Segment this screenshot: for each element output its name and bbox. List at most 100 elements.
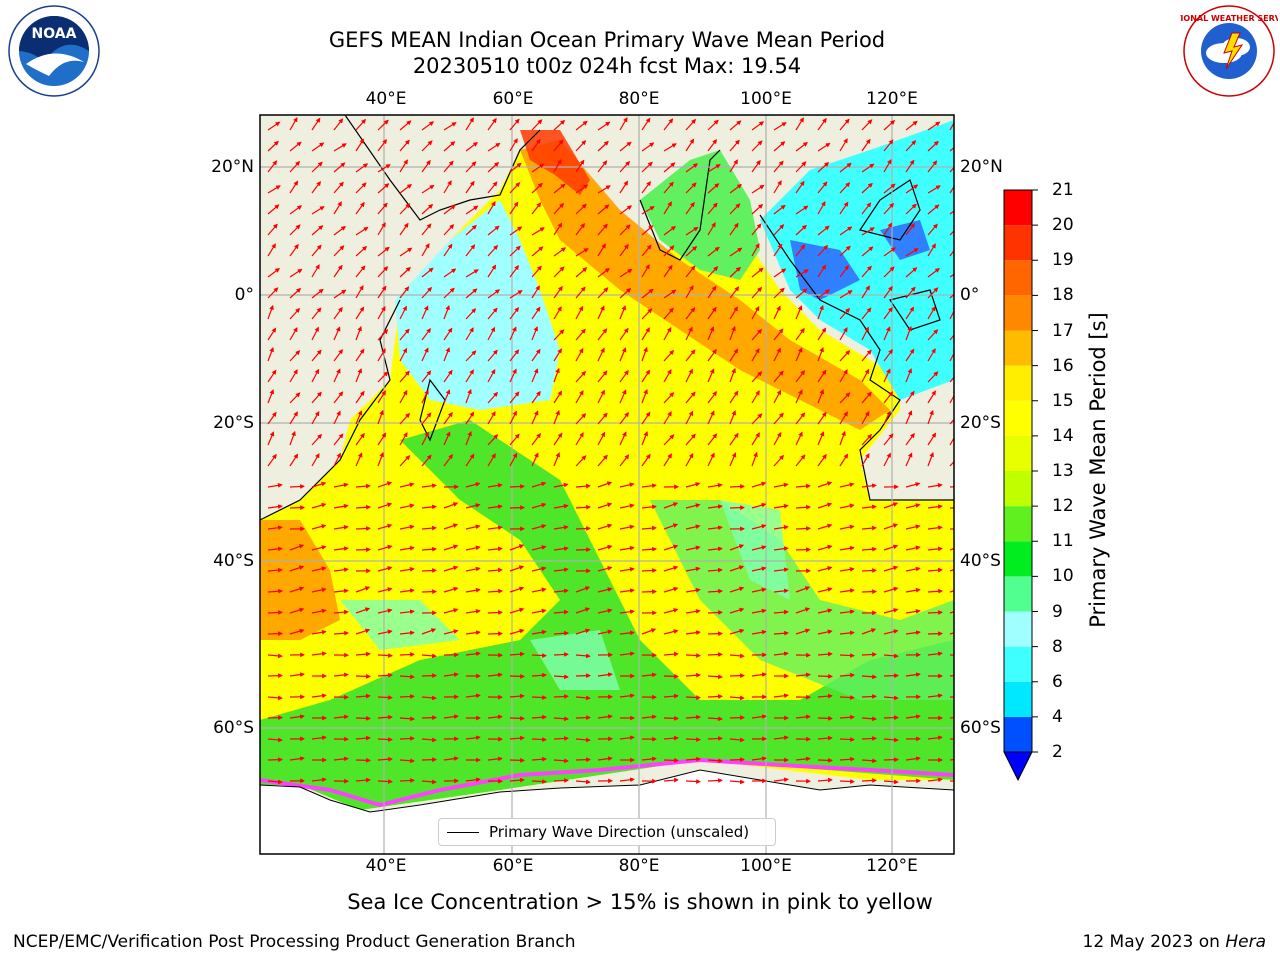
wave-arrow — [817, 304, 824, 320]
wave-arrow — [597, 268, 610, 278]
wave-arrow — [575, 347, 584, 362]
wave-arrow — [377, 371, 389, 383]
wave-arrow — [905, 609, 921, 614]
wave-arrow — [685, 265, 696, 278]
wave-arrow — [333, 714, 349, 720]
wave-arrow — [553, 159, 562, 173]
wave-arrow — [377, 164, 391, 173]
wave-arrow — [729, 159, 738, 173]
wave-arrow — [619, 524, 635, 530]
wave-arrow — [795, 628, 811, 635]
wave-arrow — [795, 756, 811, 762]
colorbar-segment — [1004, 330, 1032, 366]
wave-arrow — [795, 161, 807, 173]
wave-arrow — [861, 182, 873, 194]
wave-arrow — [883, 737, 899, 743]
wave-arrow — [861, 652, 877, 657]
wave-arrow — [883, 695, 899, 701]
wave-arrow — [487, 504, 503, 509]
wave-arrow — [685, 410, 694, 425]
wave-arrow — [817, 369, 827, 383]
wave-arrow — [685, 433, 696, 446]
wave-arrow — [905, 545, 921, 551]
wave-arrow — [465, 482, 481, 488]
wave-arrow — [267, 121, 281, 131]
wave-arrow — [421, 737, 437, 743]
wave-arrow — [553, 630, 569, 636]
wave-arrow — [663, 264, 673, 278]
wave-arrow — [333, 368, 341, 383]
wave-arrow — [663, 502, 679, 509]
wave-arrow — [553, 609, 569, 615]
wave-arrow — [465, 411, 475, 425]
wave-arrow — [729, 779, 745, 785]
wave-arrow — [707, 410, 715, 425]
wave-arrow — [817, 117, 827, 131]
wave-arrow — [267, 483, 283, 488]
wave-arrow — [861, 546, 877, 552]
wave-arrow — [531, 672, 547, 678]
wave-arrow — [883, 433, 894, 446]
wave-arrow — [509, 326, 517, 341]
wave-arrow — [883, 715, 899, 721]
wave-arrow — [861, 391, 872, 404]
wave-arrow — [817, 693, 833, 699]
wave-arrow — [707, 222, 716, 236]
wave-arrow — [685, 524, 701, 530]
wave-arrow — [685, 201, 695, 215]
wave-arrow — [289, 327, 298, 341]
wave-arrow — [597, 370, 608, 383]
wave-arrow — [773, 305, 781, 320]
wave-arrow — [861, 778, 877, 783]
wave-arrow — [663, 181, 674, 194]
wave-arrow — [707, 504, 723, 509]
wave-arrow — [267, 610, 283, 615]
wave-arrow — [311, 349, 322, 362]
wave-arrow — [861, 568, 877, 573]
wave-arrow — [421, 203, 434, 215]
wave-arrow — [729, 368, 736, 383]
wave-arrow — [751, 184, 765, 194]
wave-arrow — [377, 737, 393, 742]
wave-arrow — [267, 567, 283, 573]
wave-arrow — [839, 138, 848, 152]
wave-arrow — [289, 628, 305, 635]
wave-arrow — [355, 526, 371, 531]
wave-arrow — [641, 431, 649, 446]
wave-arrow — [575, 779, 591, 785]
colorbar-tick-label: 15 — [1052, 390, 1074, 411]
wave-arrow — [861, 694, 877, 699]
wave-arrow — [311, 225, 324, 236]
wave-arrow — [839, 503, 855, 509]
wave-arrow — [795, 547, 811, 553]
wave-arrow — [355, 163, 369, 173]
wave-arrow — [861, 307, 872, 320]
wave-arrow — [707, 610, 723, 615]
ocean-green-east — [650, 500, 954, 700]
wave-arrow — [421, 305, 429, 320]
wave-arrow — [355, 651, 371, 657]
wave-arrow — [839, 482, 855, 488]
wave-arrow — [641, 308, 653, 320]
wave-arrow — [707, 348, 717, 362]
wave-arrow — [795, 412, 806, 425]
wave-arrow — [839, 307, 851, 320]
wave-arrow — [487, 161, 500, 173]
wave-arrow — [619, 454, 630, 467]
wave-arrow — [311, 391, 322, 404]
wave-arrow — [399, 203, 411, 215]
wave-arrow — [619, 588, 635, 593]
wave-arrow — [817, 629, 833, 635]
wave-arrow — [949, 376, 954, 383]
lat-label-right-60s: 60°S — [960, 718, 1001, 738]
wave-arrow — [729, 715, 745, 721]
wave-arrow — [751, 223, 762, 236]
wave-arrow — [883, 139, 894, 152]
wave-arrow — [487, 453, 496, 467]
wave-arrow — [597, 389, 605, 404]
wave-arrow — [267, 757, 283, 763]
wave-arrow — [663, 757, 679, 763]
wave-arrow — [421, 286, 433, 299]
sea-ice-note: Sea Ice Concentration > 15% is shown in … — [347, 890, 933, 914]
wave-arrow — [927, 525, 943, 531]
